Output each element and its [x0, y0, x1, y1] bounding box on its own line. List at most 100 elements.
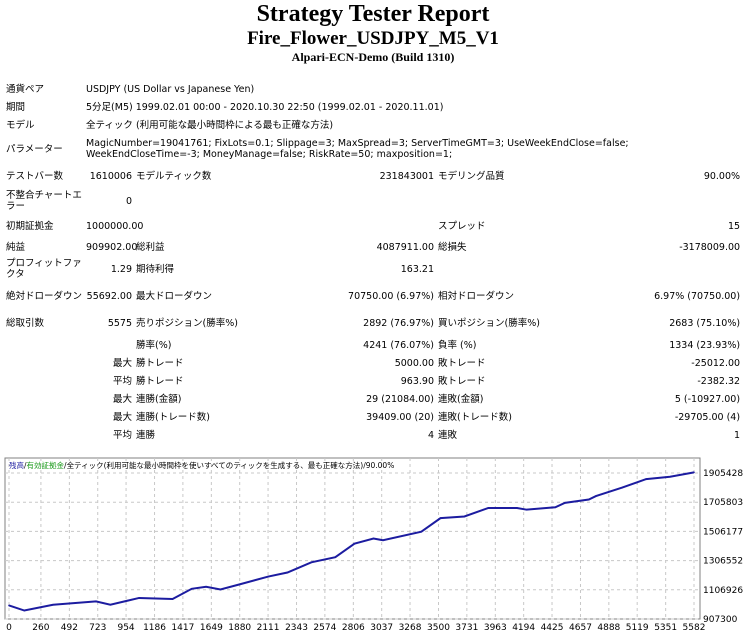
value: 163.21 [400, 263, 434, 275]
x-tick-label: 5119 [626, 623, 649, 633]
balance-point [420, 530, 423, 533]
label: プロフィットファクタ [6, 258, 82, 280]
balance-point [564, 502, 566, 504]
label: 買いポジション(勝率%) [438, 317, 540, 329]
value: 4241 (76.07%) [363, 339, 434, 351]
label: 通貨ペア [6, 83, 45, 95]
balance-point [52, 603, 54, 606]
balance-point [23, 609, 26, 612]
label: 敗トレード [438, 375, 486, 387]
x-tick-label: 0 [6, 623, 12, 633]
row-pf: プロフィットファクタ 1.29 期待利得 163.21 [4, 256, 742, 282]
legend-quality: 90.00% [366, 461, 395, 470]
row-drawdown: 絶対ドローダウン 55692.00 最大ドローダウン 70750.00 (6.97%)… [4, 282, 742, 310]
legend-balance: 残高 [9, 460, 24, 470]
label: 絶対ドローダウン [6, 290, 83, 302]
balance-point [205, 585, 207, 588]
balance-point [382, 539, 384, 542]
equity-chart: 0 260 492 723 954 1186 1417 1649 1880 2111 2343 257… [4, 457, 743, 633]
balance-point [588, 498, 590, 501]
label: 最大 [112, 393, 132, 405]
row-cons-count: 最大 連勝(トレード数) 39409.00 (20) 連敗(トレード数) -29705.… [4, 408, 742, 426]
value: -25012.00 [691, 357, 741, 369]
x-tick-label: 4194 [512, 623, 535, 633]
balance-point [525, 508, 528, 511]
label: 初期証拠金 [6, 220, 54, 232]
x-tick-label: 3037 [370, 623, 393, 633]
label: 連勝(トレード数) [136, 411, 210, 423]
row-mismatch: 不整合チャートエラー 0 [4, 188, 742, 214]
label: 期間 [6, 101, 26, 113]
row-avg-cons: 平均 連勝 4 連敗 1 [4, 426, 742, 444]
x-tick-label: 2574 [313, 623, 336, 633]
y-tick-label: 1506177 [703, 527, 743, 537]
label: 連敗 [438, 429, 458, 441]
row-bars: テストバー数 1610006 モデルティック数 231843001 モデリング品質 90.… [4, 164, 742, 188]
legend-sep: / [363, 461, 366, 470]
value: 0 [125, 195, 132, 207]
row-model: モデル 全ティック (利用可能な最小時間枠による最も正確な方法) [4, 116, 742, 134]
row-params: パラメーター MagicNumber=19041761; FixLots=0.1;… [4, 134, 742, 164]
balance-point [463, 515, 466, 518]
label: 売りポジション(勝率%) [136, 317, 238, 329]
x-tick-label: 2343 [285, 623, 308, 633]
balance-point [693, 471, 695, 474]
balance-point [487, 507, 490, 509]
balance-point [554, 506, 557, 509]
ea-name: Fire_Flower_USDJPY_M5_V1 [247, 28, 499, 49]
x-tick-label: 5582 [683, 623, 706, 633]
x-tick-label: 5351 [654, 623, 677, 633]
balance-point [219, 588, 222, 591]
label: 敗トレード [438, 357, 486, 369]
x-tick-label: 1417 [171, 623, 194, 633]
y-tick-label: 1905428 [703, 469, 743, 479]
label: モデル [6, 119, 35, 131]
label: 最大ドローダウン [136, 290, 213, 302]
balance-point [334, 556, 337, 559]
value: MagicNumber=19041761; FixLots=0.1; Slipp… [86, 138, 629, 160]
value: 963.90 [400, 375, 434, 387]
x-tick-label: 492 [61, 623, 78, 633]
label: 最大 [112, 411, 132, 423]
value: 39409.00 (20) [366, 411, 434, 423]
label: 総取引数 [6, 317, 45, 329]
label: 相対ドローダウン [438, 290, 515, 302]
value: 1334 (23.93%) [669, 339, 741, 351]
row-average: 平均 勝トレード 963.90 敗トレード -2382.32 [4, 372, 742, 390]
value: 2683 (75.10%) [669, 317, 741, 329]
row-cons-money: 最大 連勝(金額) 29 (21084.00) 連敗(金額) 5 (-10927.00) [4, 390, 742, 408]
row-deposit: 初期証拠金 1000000.00 スプレッド 15 [4, 214, 742, 238]
server-name: Alpari-ECN-Demo (Build 1310) [291, 50, 455, 64]
y-tick-label: 1106926 [703, 586, 743, 596]
value: 全ティック (利用可能な最小時間枠による最も正確な方法) [86, 119, 334, 131]
value: 70750.00 (6.97%) [348, 290, 434, 302]
label: 連勝(金額) [136, 393, 182, 405]
balance-point [645, 478, 647, 480]
label: パラメーター [6, 143, 63, 155]
value: 1610006 [89, 170, 132, 182]
label: 負率 (%) [438, 339, 477, 351]
x-tick-label: 3731 [455, 623, 478, 633]
value: 909902.00 [86, 241, 138, 253]
balance-point [286, 571, 289, 574]
legend-sep: / [64, 461, 67, 470]
x-tick-label: 3268 [399, 623, 422, 633]
value: 231843001 [379, 170, 434, 182]
y-tick-label: 1705803 [703, 498, 743, 508]
label: 勝率(%) [136, 339, 172, 351]
x-tick-label: 2111 [257, 623, 280, 633]
value: 5 (-10927.00) [674, 393, 741, 405]
value: -29705.00 (4) [674, 411, 741, 423]
x-tick-label: 4425 [541, 623, 564, 633]
label: 平均 [112, 375, 132, 387]
value: 29 (21084.00) [366, 393, 434, 405]
balance-point [516, 507, 518, 509]
value: 1000000.00 [86, 220, 144, 232]
row-period: 期間 5分足(M5) 1999.02.01 00:00 - 2020.10.30 … [4, 98, 742, 116]
legend-equity: 有効証拠金 [27, 460, 65, 470]
x-tick-label: 723 [89, 623, 106, 633]
label: 勝トレード [136, 375, 184, 387]
label: 総利益 [136, 241, 165, 253]
legend-sep: / [24, 461, 27, 470]
value: 4 [427, 429, 434, 441]
